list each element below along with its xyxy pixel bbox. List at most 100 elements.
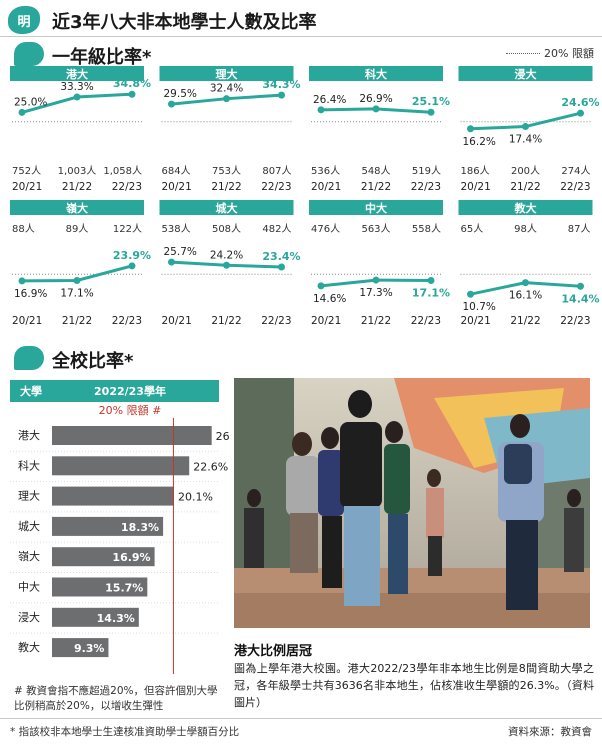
- section-badge-icon: [14, 42, 44, 66]
- x-tick-label: 20/21: [461, 181, 491, 193]
- data-label: 17.4%: [509, 134, 542, 146]
- bar-value-label: 9.3%: [74, 642, 105, 655]
- limit-label: 20% 限額 #: [99, 404, 162, 417]
- table-header-bg: [10, 380, 219, 402]
- panel-title: 港大: [66, 67, 88, 81]
- limit-footnote: # 教資會指不應超過20%，但容許個別大學比例稍高於20%，以增收生彈性: [14, 685, 218, 712]
- bar: [52, 456, 190, 476]
- count-label: 519人: [412, 165, 441, 177]
- panel-header: [458, 200, 593, 215]
- x-tick-label: 21/22: [62, 315, 92, 327]
- panel-header: [10, 66, 144, 81]
- data-point: [128, 262, 136, 270]
- data-point: [73, 277, 81, 284]
- count-label: 476人: [311, 223, 340, 235]
- x-tick-label: 21/22: [62, 181, 92, 193]
- data-label: 16.1%: [509, 290, 542, 302]
- x-tick-label: 20/21: [311, 315, 341, 327]
- x-tick-label: 22/23: [261, 315, 291, 327]
- data-point: [577, 282, 584, 290]
- data-point: [467, 125, 474, 133]
- legend-dash-icon: [506, 52, 541, 54]
- count-label: 200人: [511, 165, 540, 177]
- bar-value-label: 22.6%: [193, 460, 228, 473]
- overall-ratio-chart: 大學 2022/23學年 20% 限額 # 港大 26.3% 科大 22.6% 理大 20.1%…: [10, 380, 230, 674]
- panel-title: 教大: [514, 201, 537, 215]
- bar-category: 港大: [18, 428, 40, 442]
- panel-title: 中大: [365, 201, 387, 215]
- data-point: [168, 258, 175, 266]
- data-label: 25.7%: [164, 246, 197, 258]
- count-label: 807人: [262, 165, 291, 177]
- panel-城大: 城大 25.7% 24.2% 23.4% 538人 508人 482人 20/21 21/22 2…: [159, 200, 301, 327]
- data-label: 34.8%: [113, 77, 151, 90]
- header-year: 2022/23學年: [94, 384, 166, 398]
- x-tick-label: 22/23: [560, 315, 590, 327]
- count-label: 538人: [162, 223, 191, 235]
- data-label: 32.4%: [210, 83, 243, 95]
- count-label: 752人: [12, 165, 41, 177]
- count-label: 1,058人: [103, 165, 142, 177]
- x-tick-label: 21/22: [510, 181, 540, 193]
- data-label: 14.6%: [313, 293, 346, 305]
- data-label: 24.6%: [561, 96, 599, 109]
- x-tick-label: 20/21: [162, 315, 192, 327]
- data-point: [427, 108, 435, 116]
- data-point: [522, 123, 529, 131]
- data-point: [427, 277, 435, 284]
- count-label: 186人: [461, 165, 490, 177]
- data-label: 17.3%: [359, 287, 392, 299]
- panel-教大: 教大 10.7% 16.1% 14.4% 65人 98人 87人 20/21 21/22 22/2…: [458, 200, 600, 327]
- legend-label: 20% 限額: [544, 47, 594, 60]
- header-divider: [0, 36, 602, 37]
- bar-category: 科大: [18, 458, 40, 472]
- data-point: [18, 277, 26, 285]
- panel-浸大: 浸大 16.2% 17.4% 24.6% 186人 200人 274人 20/21 21/22 2…: [458, 66, 600, 193]
- bar-category: 浸大: [18, 610, 40, 624]
- count-label: 753人: [212, 165, 241, 177]
- data-label: 33.3%: [60, 81, 93, 93]
- panel-title: 科大: [365, 67, 387, 81]
- panel-title: 浸大: [515, 67, 537, 81]
- data-point: [223, 261, 230, 269]
- x-tick-label: 20/21: [12, 315, 42, 327]
- data-label: 26.9%: [359, 93, 392, 105]
- data-point: [278, 263, 285, 271]
- section2-title: 全校比率*: [52, 351, 134, 372]
- data-label: 17.1%: [412, 287, 450, 300]
- panel-理大: 理大 29.5% 32.4% 34.3% 684人 753人 807人 20/21 21/22 2…: [159, 66, 301, 193]
- photo-caption-text: 圖為上學年港大校園。港大2022/23學年非本地生比例是8間資助大學之冠，各年級…: [234, 662, 594, 709]
- data-point: [372, 276, 380, 284]
- photo-caption-title: 港大比例居冠: [234, 644, 313, 659]
- x-tick-label: 20/21: [12, 181, 42, 193]
- count-label: 122人: [113, 223, 142, 235]
- count-label: 482人: [262, 223, 291, 235]
- panel-title: 城大: [216, 201, 238, 215]
- bar-value-label: 14.3%: [97, 612, 135, 625]
- count-label: 536人: [311, 165, 340, 177]
- data-point: [73, 93, 81, 101]
- panel-港大: 港大 25.0% 33.3% 34.8% 752人 1,003人 1,058人 20/21 21…: [10, 66, 151, 193]
- data-point: [522, 279, 529, 287]
- data-point: [317, 282, 325, 290]
- bar: [52, 607, 139, 627]
- bar-category: 教大: [18, 640, 40, 654]
- count-label: 65人: [461, 223, 484, 235]
- section-badge-icon: [14, 346, 44, 370]
- x-tick-label: 22/23: [560, 181, 590, 193]
- data-point: [372, 105, 380, 113]
- data-point: [168, 100, 175, 108]
- panel-嶺大: 嶺大 16.9% 17.1% 23.9% 88人 89人 122人 20/21 21/22 22/…: [10, 200, 151, 327]
- count-label: 274人: [561, 165, 590, 177]
- count-label: 684人: [162, 165, 191, 177]
- x-tick-label: 22/23: [112, 315, 142, 327]
- x-tick-label: 20/21: [461, 315, 491, 327]
- data-label: 16.9%: [14, 288, 47, 300]
- x-tick-label: 21/22: [361, 181, 391, 193]
- panel-header: [10, 200, 144, 215]
- count-label: 548人: [361, 165, 390, 177]
- data-label: 17.1%: [60, 288, 93, 300]
- x-tick-label: 21/22: [361, 315, 391, 327]
- count-label: 87人: [568, 223, 591, 235]
- panel-title: 嶺大: [65, 201, 88, 215]
